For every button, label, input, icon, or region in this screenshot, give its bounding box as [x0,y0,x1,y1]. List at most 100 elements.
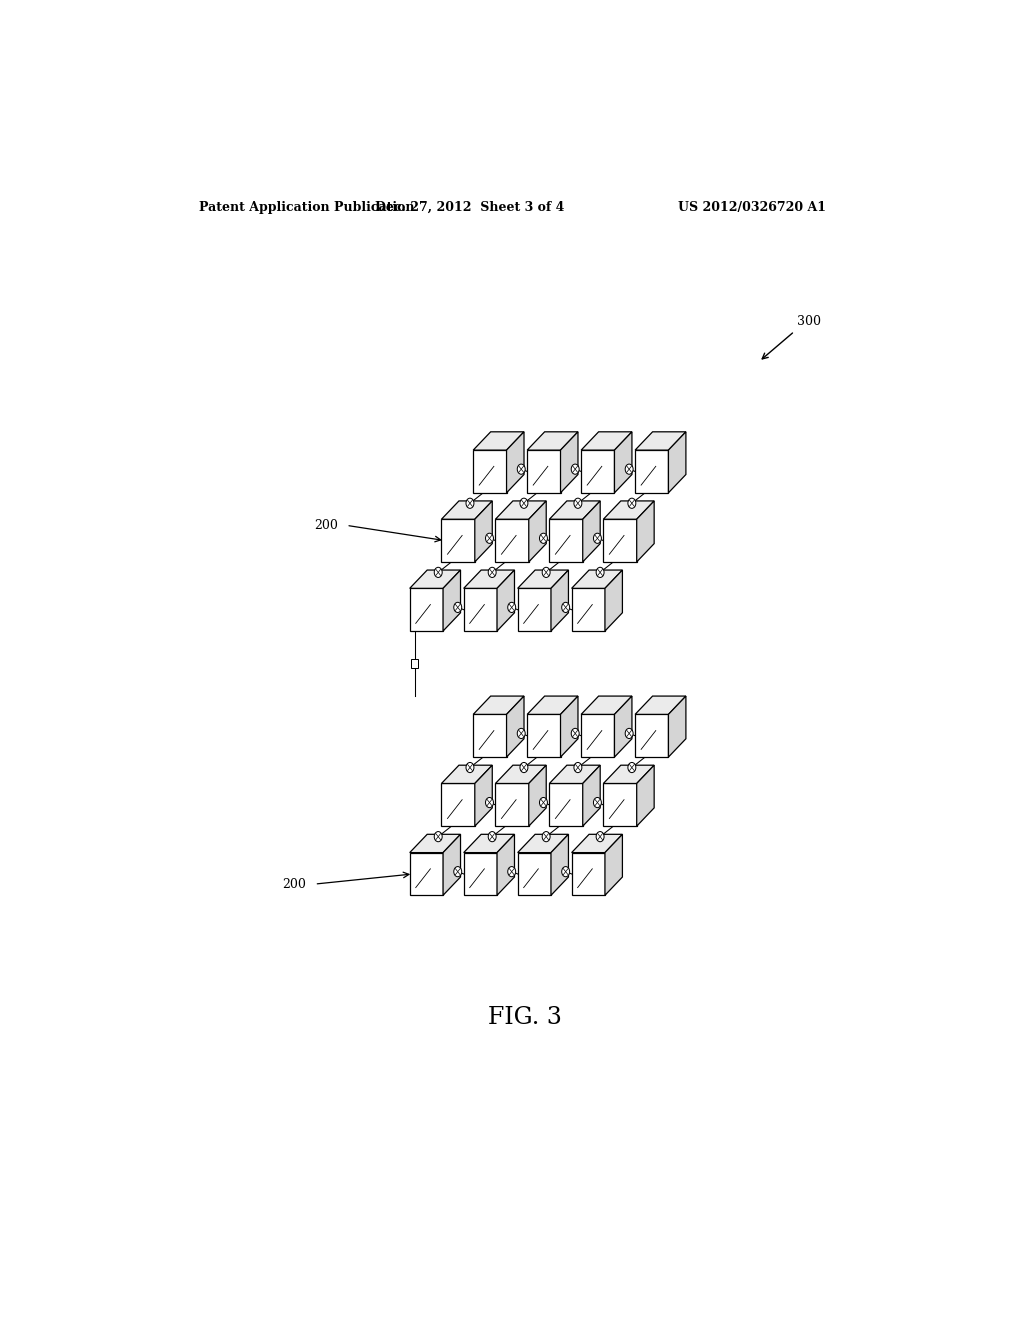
Polygon shape [464,834,514,853]
Polygon shape [550,500,600,519]
Polygon shape [551,570,568,631]
Circle shape [488,568,497,577]
Polygon shape [410,834,461,853]
Polygon shape [496,784,528,826]
Polygon shape [518,853,551,895]
Polygon shape [527,696,578,714]
Polygon shape [635,696,686,714]
Circle shape [508,602,516,612]
Polygon shape [496,500,546,519]
Polygon shape [605,570,623,631]
Polygon shape [571,570,623,589]
Polygon shape [496,766,546,784]
Circle shape [540,797,548,808]
Polygon shape [410,589,443,631]
Circle shape [542,832,550,842]
Polygon shape [443,570,461,631]
Polygon shape [473,696,524,714]
Text: 200: 200 [314,519,338,532]
Polygon shape [496,519,528,562]
Polygon shape [571,589,605,631]
Circle shape [573,763,582,772]
Polygon shape [464,853,497,895]
Polygon shape [464,589,497,631]
Polygon shape [410,570,461,589]
Circle shape [596,568,604,577]
Polygon shape [560,432,578,492]
Polygon shape [635,432,686,450]
Circle shape [488,832,497,842]
Polygon shape [527,714,560,758]
Circle shape [628,763,636,772]
Polygon shape [637,766,654,826]
Polygon shape [475,766,493,826]
Text: FIG. 3: FIG. 3 [487,1006,562,1028]
Polygon shape [550,784,583,826]
Polygon shape [583,766,600,826]
Circle shape [596,832,604,842]
Polygon shape [497,570,514,631]
Polygon shape [603,766,654,784]
Circle shape [573,498,582,508]
Polygon shape [518,834,568,853]
Polygon shape [571,834,623,853]
Polygon shape [614,696,632,758]
Circle shape [520,498,528,508]
Circle shape [562,602,569,612]
Polygon shape [603,500,654,519]
Circle shape [571,465,580,474]
Polygon shape [441,500,493,519]
Polygon shape [527,432,578,450]
Polygon shape [464,570,514,589]
Circle shape [454,602,462,612]
Circle shape [562,866,569,876]
Bar [412,659,418,668]
Polygon shape [441,519,475,562]
Polygon shape [571,853,605,895]
Polygon shape [637,500,654,562]
Circle shape [434,568,442,577]
Polygon shape [443,834,461,895]
Polygon shape [582,432,632,450]
Text: US 2012/0326720 A1: US 2012/0326720 A1 [678,201,826,214]
Circle shape [517,729,525,738]
Polygon shape [507,432,524,492]
Polygon shape [528,500,546,562]
Polygon shape [603,519,637,562]
Polygon shape [635,714,669,758]
Polygon shape [473,450,507,492]
Polygon shape [473,432,524,450]
Circle shape [508,866,516,876]
Polygon shape [550,766,600,784]
Circle shape [517,465,525,474]
Polygon shape [550,519,583,562]
Polygon shape [582,450,614,492]
Polygon shape [669,432,686,492]
Circle shape [626,729,633,738]
Polygon shape [582,714,614,758]
Polygon shape [603,784,637,826]
Polygon shape [507,696,524,758]
Polygon shape [528,766,546,826]
Polygon shape [635,450,669,492]
Circle shape [594,797,601,808]
Polygon shape [551,834,568,895]
Circle shape [466,763,474,772]
Circle shape [466,498,474,508]
Polygon shape [441,784,475,826]
Polygon shape [669,696,686,758]
Polygon shape [518,589,551,631]
Polygon shape [560,696,578,758]
Circle shape [628,498,636,508]
Circle shape [540,533,548,544]
Circle shape [542,568,550,577]
Polygon shape [527,450,560,492]
Polygon shape [410,853,443,895]
Circle shape [594,533,601,544]
Text: 300: 300 [797,315,821,329]
Circle shape [571,729,580,738]
Circle shape [485,797,494,808]
Polygon shape [582,696,632,714]
Polygon shape [497,834,514,895]
Text: Patent Application Publication: Patent Application Publication [200,201,415,214]
